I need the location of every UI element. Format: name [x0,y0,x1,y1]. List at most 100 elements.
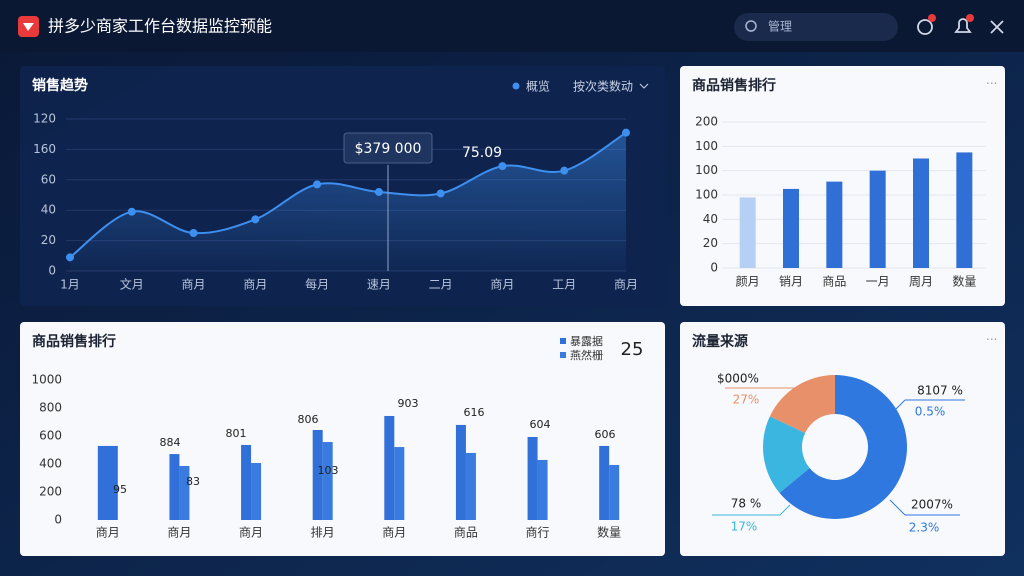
x-tick-label: 销月 [779,275,803,289]
data-label: 801 [226,427,247,440]
y-tick-label: 600 [39,429,62,443]
x-tick-label: 商品 [454,525,478,540]
close-icon[interactable] [990,20,1004,34]
dropdown[interactable]: 按次类数动 [573,79,633,94]
leader-line [725,387,806,399]
more-menu[interactable]: ··· [986,77,997,91]
data-label: 95 [113,483,127,496]
panel-title: 流量来源 [692,333,748,350]
y-tick-label: 40 [41,203,56,217]
point [189,229,198,237]
line-area [70,132,626,271]
settings-icon[interactable] [917,19,933,35]
y-tick-label: 20 [41,233,56,247]
bar [739,197,756,268]
search-box[interactable] [734,13,898,41]
x-tick-label: 商月 [167,525,191,540]
y-tick-label: 800 [39,401,62,415]
x-tick-label: 商月 [96,525,120,540]
panel [680,322,1005,556]
x-tick-label: 每月 [305,277,329,292]
bar [537,459,548,520]
x-tick-label: 颜月 [736,274,760,289]
data-label: 806 [298,413,319,426]
app-title: 拼多少商家工作台数据监控预能 [48,17,272,36]
search-placeholder: 管理 [768,19,792,34]
y-tick-label: 160 [33,142,56,156]
y-tick-label: 0 [54,513,62,527]
x-tick-label: 商月 [243,277,267,292]
line [69,131,627,259]
bar [783,188,799,268]
search-icon [745,20,757,32]
point [374,187,383,196]
pie-slice [762,416,810,493]
data-label: 83 [186,475,200,488]
x-tick-label: 周月 [909,275,933,289]
point [251,215,260,224]
panel [20,322,665,556]
bar [251,463,262,520]
y-tick-label: 100 [695,163,718,177]
callout-value: 17% [731,520,758,534]
bar [179,465,190,520]
panel-title: 销售趋势 [32,77,88,94]
bar [913,158,929,268]
notification-icon[interactable] [954,18,972,33]
tooltip [343,132,433,164]
bar [465,452,476,520]
leader-line [889,499,960,516]
point [436,189,445,198]
y-tick-label: 100 [695,188,718,202]
point [127,207,136,216]
bar [956,152,973,268]
dropdown-arrow [639,83,649,89]
point [498,162,507,171]
legend-marker [560,352,566,358]
x-tick-label: 商月 [382,525,406,540]
panel-title: 商品销售排行 [692,77,776,94]
bar [826,181,843,268]
point [622,128,630,137]
annotation: 75.09 [462,145,502,161]
x-tick-label: 排月 [311,526,335,540]
bar [609,464,620,520]
bar [394,447,405,520]
x-tick-label: 商月 [614,277,638,292]
annotation: $379 000 [355,141,422,157]
bar [312,429,323,520]
x-tick-label: 数量 [597,525,621,540]
legend-label: 暴露据 [570,334,603,348]
data-label: 884 [160,436,181,449]
point [313,180,322,189]
data-label: 25 [621,339,644,360]
x-tick-label: 一月 [866,275,890,289]
x-tick-label: 速月 [367,278,391,292]
legend-label: 概览 [526,79,550,94]
leader-line [712,504,791,516]
y-tick-label: 1000 [31,373,62,387]
y-tick-label: 120 [33,112,56,126]
bar [527,436,538,520]
point [66,253,74,262]
x-tick-label: 工月 [552,278,576,292]
bar [97,445,118,520]
x-tick-label: 商月 [239,525,263,540]
leader-line [894,399,965,411]
data-label: 604 [530,418,551,431]
callout-value: 0.5% [915,405,946,419]
panel [680,66,1005,306]
y-tick-label: 400 [39,457,62,471]
badge [966,14,974,22]
x-tick-label: 数量 [952,274,976,289]
x-tick-label: 商月 [182,277,206,292]
more-menu[interactable]: ··· [986,333,997,347]
data-label: 606 [595,428,616,441]
y-tick-label: 60 [41,172,56,186]
bar [169,454,180,520]
callout-label: 78 % [731,497,762,511]
bar [384,415,395,520]
pie-slice [769,375,835,433]
data-label: 616 [464,406,485,419]
data-label: 903 [398,397,419,410]
